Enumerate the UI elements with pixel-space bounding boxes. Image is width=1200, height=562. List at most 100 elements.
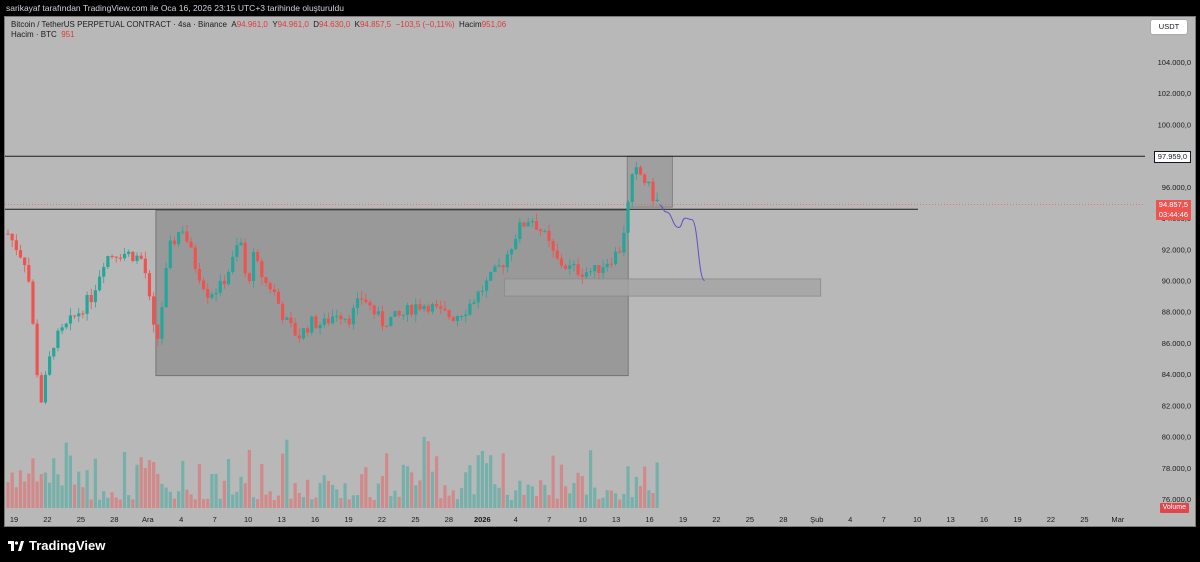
candle-body — [459, 315, 464, 317]
chart-pane[interactable]: 104.000,0102.000,0100.000,098.000,096.00… — [4, 16, 1196, 527]
volume-bar — [222, 480, 226, 508]
volume-bar — [14, 487, 18, 508]
candle-body — [355, 298, 360, 308]
candle-body — [181, 231, 185, 233]
volume-bar — [555, 498, 559, 508]
volume-bar — [376, 483, 380, 508]
volume-bar — [459, 487, 464, 508]
volume-indicator-label[interactable]: Hacim · BTC — [11, 30, 57, 39]
candle-body — [564, 265, 568, 269]
x-axis-tick-label: 10 — [913, 515, 921, 524]
candle-body — [251, 251, 256, 282]
volume-bar — [435, 456, 439, 508]
x-axis-tick-label: 28 — [110, 515, 118, 524]
x-axis-tick-label: 22 — [1047, 515, 1055, 524]
current-price-label: 94.857,5 — [1158, 200, 1188, 209]
candle-body — [264, 277, 268, 284]
candle-body — [97, 276, 102, 291]
volume-bar — [626, 466, 630, 508]
high-value: 94.961,0 — [277, 20, 309, 29]
tradingview-logo-icon — [8, 540, 24, 551]
candle-body — [351, 307, 355, 325]
volume-bar — [588, 450, 593, 508]
candle-body — [655, 199, 659, 202]
candle-body — [106, 256, 110, 267]
candle-body — [247, 273, 251, 282]
candle-body — [197, 268, 202, 281]
x-axis-tick-label: Ara — [142, 515, 155, 524]
candle-body — [6, 233, 10, 235]
volume-bar — [247, 449, 251, 508]
candle-body — [547, 230, 551, 241]
candle-body — [276, 291, 281, 304]
candle-body — [222, 280, 226, 285]
candle-body — [48, 356, 52, 375]
close-value: 94.857,5 — [359, 20, 392, 29]
candle-body — [206, 289, 210, 298]
candle-body — [14, 240, 18, 251]
volume-bar — [85, 470, 89, 508]
volume-bar — [268, 491, 272, 508]
candle-body — [210, 294, 214, 298]
candle-body — [405, 304, 410, 315]
volume-bar — [505, 494, 509, 508]
currency-button[interactable]: USDT — [1151, 20, 1187, 34]
volume-bar — [405, 466, 410, 508]
candle-body — [131, 251, 135, 261]
volume-bar — [534, 495, 539, 508]
x-axis-tick-label: 16 — [645, 515, 653, 524]
symbol-title[interactable]: Bitcoin / TetherUS PERPETUAL CONTRACT · … — [11, 20, 227, 29]
x-axis-tick-label: 25 — [77, 515, 85, 524]
volume-bar — [285, 439, 289, 508]
y-axis-tick-label: 90.000,0 — [1162, 277, 1191, 286]
candle-body — [127, 251, 131, 254]
volume-bar — [364, 467, 368, 508]
volume-bar — [48, 482, 52, 508]
volume-bar — [264, 494, 268, 508]
candle-body — [60, 327, 64, 331]
x-axis-tick-label: 2026 — [474, 515, 491, 524]
candle-body — [618, 251, 622, 253]
candle-body — [314, 316, 318, 329]
volume-bar — [618, 499, 622, 508]
volume-bar — [564, 486, 568, 508]
candle-body — [643, 174, 647, 184]
candle-body — [147, 273, 152, 297]
volume-bar — [568, 493, 572, 508]
volume-bar — [239, 476, 243, 508]
volume-bar — [306, 479, 310, 508]
price-chart-svg[interactable]: 104.000,0102.000,0100.000,098.000,096.00… — [5, 17, 1195, 526]
x-axis-tick-label: Mar — [1111, 515, 1124, 524]
candle-body — [135, 255, 139, 261]
candle-body — [339, 315, 343, 320]
close-label: K — [354, 20, 360, 29]
volume-bar — [310, 499, 314, 508]
candle-body — [584, 272, 589, 277]
volume-bar — [235, 491, 239, 508]
x-axis-tick-label: 25 — [1080, 515, 1088, 524]
candle-body — [401, 314, 405, 316]
volume-bar — [401, 464, 405, 508]
chart-legend: Bitcoin / TetherUS PERPETUAL CONTRACT · … — [11, 20, 506, 40]
candle-body — [613, 251, 618, 265]
volume-bar — [210, 474, 214, 508]
candle-body — [393, 310, 397, 317]
volume-bar — [347, 499, 351, 508]
candle-body — [522, 222, 526, 227]
volume-bar — [97, 499, 102, 508]
volume-indicator-value: 951 — [61, 30, 75, 39]
candle-body — [609, 263, 613, 265]
candle-body — [605, 263, 609, 268]
volume-bar — [52, 458, 56, 508]
volume-bar — [206, 498, 210, 508]
volume-bar — [634, 476, 638, 508]
y-axis-tick-label: 80.000,0 — [1162, 433, 1191, 442]
candle-body — [231, 256, 235, 273]
y-axis-tick-label: 82.000,0 — [1162, 401, 1191, 410]
tradingview-logo[interactable]: TradingView — [8, 538, 105, 553]
x-axis-tick-label: 7 — [547, 515, 551, 524]
candle-body — [85, 295, 89, 314]
candle-body — [81, 313, 85, 315]
candle-body — [451, 317, 455, 321]
candle-body — [576, 264, 580, 275]
